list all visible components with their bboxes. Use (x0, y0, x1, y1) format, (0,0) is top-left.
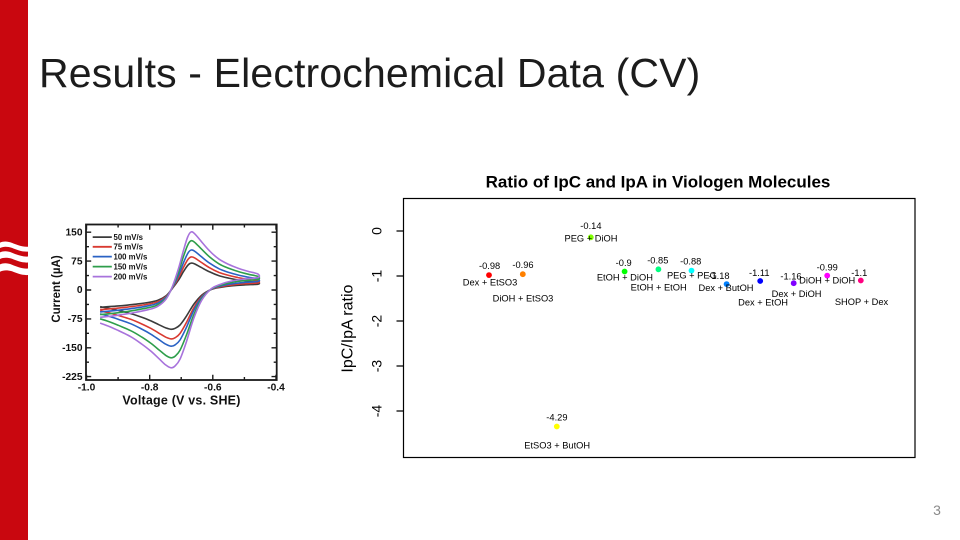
svg-text:-0.99: -0.99 (817, 262, 838, 272)
svg-text:Dex + EtOH: Dex + EtOH (738, 297, 788, 307)
svg-text:PEG + DiOH: PEG + DiOH (565, 233, 618, 243)
svg-text:EtSO3 + ButOH: EtSO3 + ButOH (524, 441, 590, 451)
svg-text:-0.8: -0.8 (141, 383, 159, 394)
svg-text:-0.6: -0.6 (204, 383, 222, 394)
svg-text:EtOH + EtOH: EtOH + EtOH (631, 283, 687, 293)
svg-text:Dex + EtSO3: Dex + EtSO3 (463, 278, 518, 288)
svg-text:PEG + PEG: PEG + PEG (667, 270, 717, 280)
svg-text:-1.16: -1.16 (780, 272, 801, 282)
svg-text:Dex + ButOH: Dex + ButOH (698, 283, 753, 293)
svg-text:-2: -2 (369, 315, 385, 328)
svg-text:Voltage (V vs. SHE): Voltage (V vs. SHE) (122, 394, 240, 408)
svg-text:-225: -225 (62, 372, 83, 383)
svg-text:-1.11: -1.11 (749, 268, 770, 278)
svg-text:IpC/IpA ratio: IpC/IpA ratio (340, 284, 357, 372)
svg-text:100 mV/s: 100 mV/s (114, 252, 148, 261)
svg-text:-0.4: -0.4 (267, 383, 285, 394)
svg-text:-1.1: -1.1 (851, 268, 867, 278)
svg-text:75 mV/s: 75 mV/s (114, 243, 144, 252)
svg-text:-150: -150 (62, 343, 83, 354)
svg-text:Current (µA): Current (µA) (51, 255, 63, 322)
svg-text:-0.85: -0.85 (647, 256, 668, 266)
svg-text:-0.9: -0.9 (616, 258, 632, 268)
svg-text:50 mV/s: 50 mV/s (114, 233, 144, 242)
svg-text:EtOH + DiOH: EtOH + DiOH (597, 273, 653, 283)
svg-text:-0.88: -0.88 (680, 256, 701, 266)
svg-text:-0.96: -0.96 (512, 260, 533, 270)
svg-text:DiOH + DiOH: DiOH + DiOH (799, 276, 855, 286)
svg-text:150 mV/s: 150 mV/s (114, 262, 148, 271)
svg-text:0: 0 (369, 227, 385, 235)
svg-text:-75: -75 (68, 314, 83, 325)
svg-text:-1: -1 (369, 270, 385, 283)
svg-text:-4: -4 (369, 405, 385, 418)
svg-text:-3: -3 (369, 360, 385, 373)
svg-text:-4.29: -4.29 (546, 413, 567, 423)
svg-text:SHOP + Dex: SHOP + Dex (835, 297, 889, 307)
svg-text:200 mV/s: 200 mV/s (114, 272, 148, 281)
svg-text:Dex + DiOH: Dex + DiOH (772, 289, 822, 299)
svg-text:150: 150 (66, 227, 83, 238)
svg-text:-0.98: -0.98 (479, 261, 500, 271)
svg-text:-1.18: -1.18 (708, 271, 729, 281)
svg-text:Ratio of IpC and IpA in Violog: Ratio of IpC and IpA in Viologen Molecul… (486, 173, 831, 192)
svg-text:0: 0 (77, 285, 83, 296)
svg-text:-1.0: -1.0 (78, 383, 96, 394)
svg-text:DiOH + EtSO3: DiOH + EtSO3 (493, 294, 554, 304)
svg-text:75: 75 (71, 256, 83, 267)
svg-text:-0.14: -0.14 (580, 221, 601, 231)
